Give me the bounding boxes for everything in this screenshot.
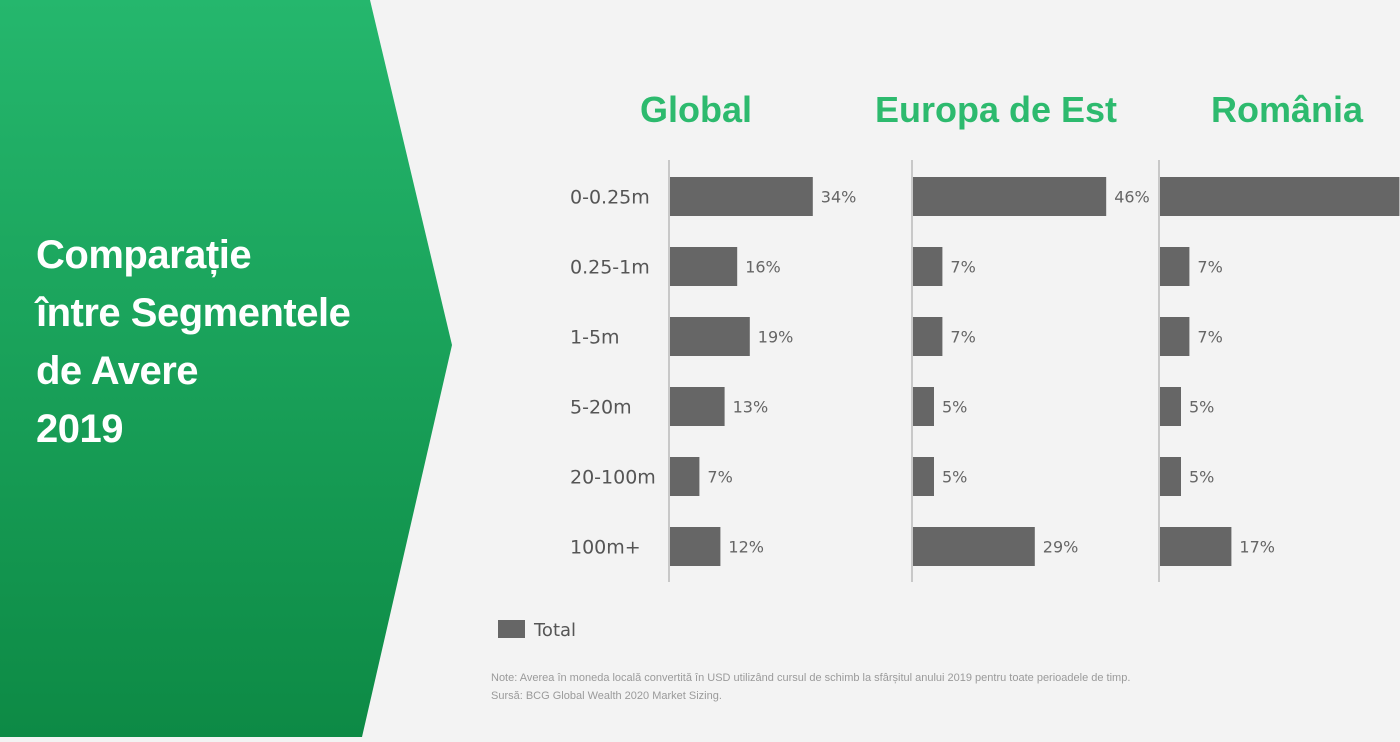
value-label-1-4: 5%: [942, 468, 967, 487]
bar-0-4: [670, 457, 700, 496]
category-label-0: 0-0.25m: [570, 187, 650, 209]
value-label-0-4: 7%: [707, 468, 732, 487]
bar-2-1: [1160, 247, 1190, 286]
bar-0-3: [670, 387, 725, 426]
banner-chevron-shape: [0, 0, 452, 737]
value-label-1-0: 46%: [1114, 188, 1150, 207]
value-label-0-1: 16%: [745, 258, 781, 277]
bar-2-5: [1160, 527, 1232, 566]
bar-1-1: [913, 247, 943, 286]
title-line-3: de Avere: [36, 349, 199, 393]
panel-title-2: România: [1211, 89, 1364, 130]
title-line-4: 2019: [36, 407, 123, 451]
page-title: Comparație între Segmentele de Avere 201…: [36, 226, 436, 458]
footnotes: Note: Averea în moneda locală convertită…: [491, 669, 1311, 705]
panel-title-0: Global: [640, 89, 752, 130]
legend-label: Total: [533, 620, 576, 641]
bar-0-2: [670, 317, 750, 356]
value-label-0-5: 12%: [728, 538, 764, 557]
bar-0-0: [670, 177, 813, 216]
category-label-1: 0.25-1m: [570, 257, 650, 279]
bar-2-3: [1160, 387, 1181, 426]
bar-1-5: [913, 527, 1035, 566]
value-label-2-4: 5%: [1189, 468, 1214, 487]
value-label-1-2: 7%: [950, 328, 975, 347]
title-line-2: între Segmentele: [36, 291, 351, 335]
value-label-2-5: 17%: [1239, 538, 1275, 557]
bar-2-0: [1160, 177, 1400, 216]
category-label-5: 100m+: [570, 537, 641, 559]
bar-0-5: [670, 527, 721, 566]
source-text: Sursă: BCG Global Wealth 2020 Market Siz…: [491, 690, 722, 702]
bar-1-4: [913, 457, 934, 496]
bar-1-0: [913, 177, 1107, 216]
value-label-2-2: 7%: [1197, 328, 1222, 347]
bar-1-3: [913, 387, 934, 426]
value-label-0-0: 34%: [821, 188, 857, 207]
category-label-2: 1-5m: [570, 327, 620, 349]
panel-title-1: Europa de Est: [875, 89, 1117, 130]
value-label-2-1: 7%: [1197, 258, 1222, 277]
bar-0-1: [670, 247, 738, 286]
value-label-0-3: 13%: [733, 398, 769, 417]
bar-2-2: [1160, 317, 1190, 356]
value-label-1-3: 5%: [942, 398, 967, 417]
bar-1-2: [913, 317, 943, 356]
title-banner: Comparație între Segmentele de Avere 201…: [0, 0, 460, 737]
legend-swatch: [498, 620, 525, 638]
category-label-3: 5-20m: [570, 397, 632, 419]
value-label-1-5: 29%: [1043, 538, 1079, 557]
value-label-2-3: 5%: [1189, 398, 1214, 417]
bar-2-4: [1160, 457, 1181, 496]
note-text: Note: Averea în moneda locală convertită…: [491, 672, 1131, 684]
title-line-1: Comparație: [36, 233, 252, 277]
value-label-0-2: 19%: [758, 328, 794, 347]
value-label-1-1: 7%: [950, 258, 975, 277]
category-label-4: 20-100m: [570, 467, 656, 489]
